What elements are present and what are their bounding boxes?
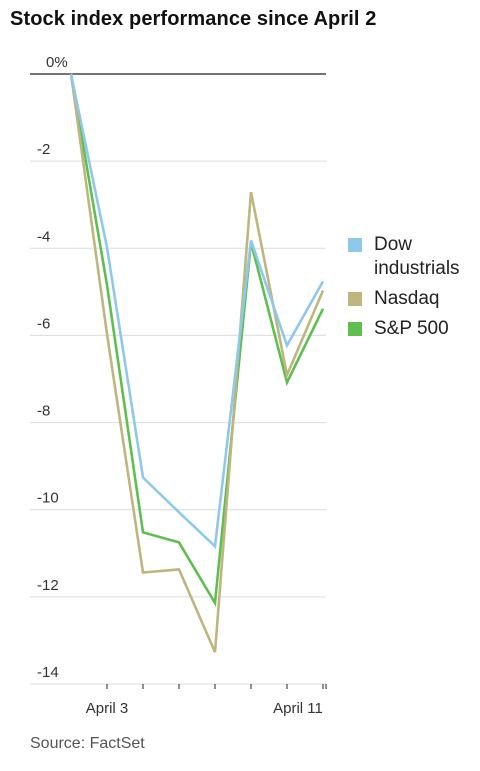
gridlines — [30, 73, 326, 685]
legend-item: Dow industrials — [348, 233, 480, 281]
y-tick-label: -8 — [37, 403, 50, 420]
legend-item: Nasdaq — [348, 287, 480, 311]
legend: Dow industrials Nasdaq S&P 500 — [348, 233, 480, 347]
series-line-s-p-500 — [69, 73, 325, 608]
legend-swatch — [348, 292, 362, 306]
y-axis-tick-labels: 0% -2 -4 -6 -8 -10 -12 -14 — [37, 54, 68, 681]
legend-label: S&P 500 — [374, 318, 449, 339]
y-tick-label: 0% — [46, 54, 68, 71]
source-note: Source: FactSet — [30, 735, 145, 752]
chart-title: Stock index performance since April 2 — [10, 8, 377, 30]
legend-label: Nasdaq — [374, 288, 440, 309]
legend-swatch — [348, 238, 362, 252]
legend-label: Dow industrials — [374, 234, 460, 279]
x-axis: April 3 April 11 — [86, 684, 327, 717]
x-tick-label: April 11 — [273, 700, 323, 717]
y-tick-label: -6 — [37, 315, 50, 332]
y-tick-label: -4 — [37, 228, 50, 245]
series-line-dow-industrials — [69, 73, 325, 550]
y-tick-label: -10 — [37, 490, 59, 507]
series-line-nasdaq — [69, 73, 325, 653]
x-tick-label: April 3 — [86, 700, 129, 717]
legend-swatch — [348, 322, 362, 336]
y-tick-label: -12 — [37, 577, 59, 594]
y-tick-label: -14 — [37, 664, 59, 681]
legend-item: S&P 500 — [348, 317, 480, 341]
y-tick-label: -2 — [37, 141, 50, 158]
series-lines — [69, 73, 325, 653]
